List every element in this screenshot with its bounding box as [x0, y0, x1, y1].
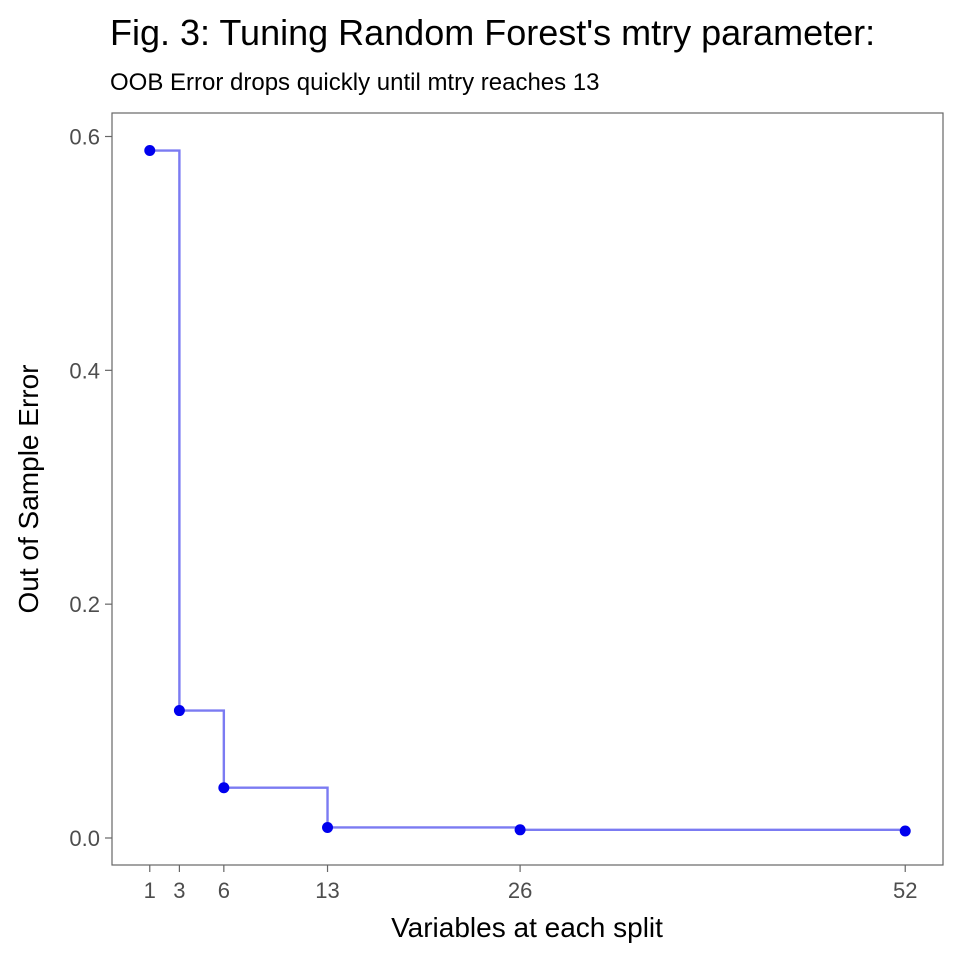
chart-subtitle: OOB Error drops quickly until mtry reach…	[110, 69, 600, 96]
x-tick-label: 3	[173, 878, 185, 903]
data-point	[218, 782, 230, 794]
series-oob-error	[144, 145, 911, 837]
chart-title: Fig. 3: Tuning Random Forest's mtry para…	[110, 12, 875, 53]
plot-panel	[111, 112, 944, 866]
y-tick-label: 0.0	[69, 826, 100, 851]
data-point	[899, 825, 911, 837]
x-tick-label: 6	[218, 878, 230, 903]
x-tick-label: 13	[315, 878, 339, 903]
x-tick-label: 26	[508, 878, 532, 903]
y-axis-title: Out of Sample Error	[13, 365, 44, 614]
x-tick-label: 1	[144, 878, 156, 903]
y-tick-label: 0.6	[69, 125, 100, 150]
data-point	[322, 821, 334, 833]
y-tick-label: 0.2	[69, 592, 100, 617]
y-axis: 0.0 0.2 0.4 0.6	[69, 125, 112, 851]
step-line	[149, 149, 907, 832]
x-axis-title: Variables at each split	[391, 912, 663, 943]
x-tick-label: 52	[893, 878, 917, 903]
x-axis: 1 3 6 13 26 52	[144, 865, 917, 903]
data-point	[173, 705, 185, 717]
data-point	[514, 824, 526, 836]
y-tick-label: 0.4	[69, 358, 100, 383]
data-point	[144, 145, 156, 157]
